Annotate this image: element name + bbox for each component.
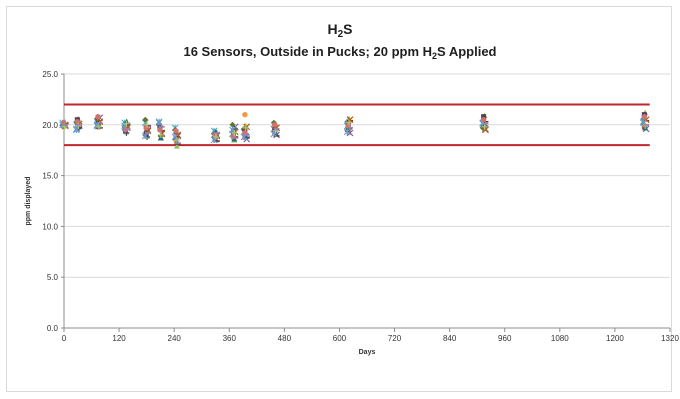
data-point [155, 119, 163, 127]
data-point [242, 124, 249, 131]
limit-lines [64, 103, 650, 147]
x-tick-label: 120 [112, 334, 126, 343]
x-axis-ticks: 0 120 240 360 480 600 720 840 960 1080 1200 1320 [62, 328, 679, 343]
data-point [481, 123, 488, 130]
x-tick-label: 0 [62, 334, 67, 343]
data-point [157, 131, 164, 138]
data-points [59, 109, 650, 149]
x-tick-label: 360 [223, 334, 237, 343]
y-axis-ticks: 0.0 5.0 10.0 15.0 20.0 25.0 [42, 70, 64, 333]
data-point [641, 113, 647, 120]
x-tick-label: 600 [333, 334, 347, 343]
data-point [157, 127, 163, 133]
y-tick-label: 0.0 [47, 324, 59, 333]
chart-title-line-1: H2S [327, 21, 352, 40]
x-tick-label: 960 [498, 334, 512, 343]
data-point [173, 128, 179, 134]
y-tick-label: 25.0 [42, 70, 58, 79]
x-tick-label: 840 [443, 334, 457, 343]
title-line-2-subscript: 2 [432, 51, 437, 61]
data-point [173, 137, 180, 144]
data-point [95, 113, 101, 120]
data-point [480, 117, 487, 123]
data-point [212, 133, 219, 140]
x-tick-label: 480 [278, 334, 292, 343]
x-tick-label: 720 [388, 334, 402, 343]
y-tick-label: 15.0 [42, 172, 58, 181]
title-line-2-pre: 16 Sensors, Outside in Pucks; 20 ppm H [183, 44, 432, 59]
y-tick-label: 5.0 [47, 273, 59, 282]
data-point [123, 120, 130, 127]
x-tick-label: 1080 [551, 334, 569, 343]
x-tick-label: 240 [168, 334, 182, 343]
data-point [95, 123, 102, 130]
title-line-1-subscript: 2 [338, 29, 344, 40]
data-point [141, 132, 149, 140]
data-point [74, 119, 81, 125]
title-line-2-post: S Applied [437, 44, 497, 59]
axes [63, 74, 670, 329]
data-point [144, 121, 151, 128]
data-point [346, 116, 354, 124]
data-point [229, 121, 236, 128]
data-point [343, 128, 351, 136]
data-point [481, 114, 487, 120]
data-point [346, 119, 353, 126]
data-point [481, 126, 489, 134]
data-point [243, 123, 251, 131]
x-tick-label: 1320 [661, 334, 679, 343]
data-point [75, 122, 82, 129]
data-point [642, 122, 649, 129]
x-tick-label: 1200 [606, 334, 624, 343]
data-point [142, 116, 149, 123]
y-tick-label: 10.0 [42, 222, 58, 231]
data-point [272, 122, 278, 128]
title-line-1-tail: S [343, 21, 352, 37]
x-axis-label: Days [359, 349, 376, 356]
data-point [143, 131, 149, 137]
data-point [122, 127, 129, 133]
gridlines [64, 73, 670, 278]
chart-title: H2S 16 Sensors, Outside in Pucks; 20 ppm… [183, 21, 496, 61]
data-point [143, 125, 149, 131]
y-tick-label: 20.0 [42, 121, 58, 130]
y-axis-label: ppm displayed [25, 176, 32, 225]
data-point [231, 129, 238, 136]
data-point [242, 111, 248, 118]
data-point [173, 143, 180, 149]
chart-title-line-2: 16 Sensors, Outside in Pucks; 20 ppm H2S… [183, 44, 496, 61]
title-line-1-main: H [327, 21, 337, 37]
